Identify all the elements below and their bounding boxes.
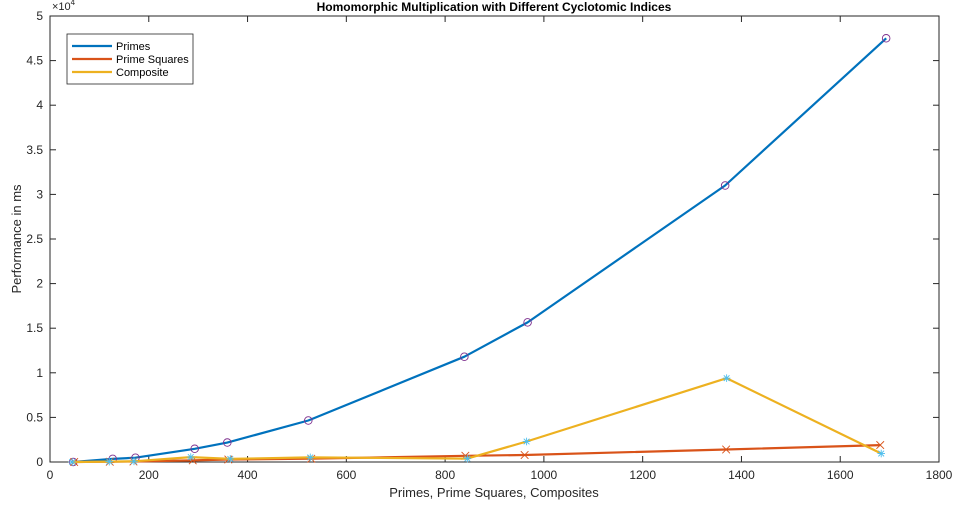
- x-tick-label: 400: [238, 468, 258, 482]
- x-tick-label: 1000: [531, 468, 558, 482]
- x-tick-label: 1800: [926, 468, 953, 482]
- y-tick-label: 4.5: [26, 54, 43, 68]
- y-exponent-base: ×10: [52, 1, 71, 13]
- x-marker: [722, 445, 731, 454]
- y-exponent: ×104: [52, 0, 76, 13]
- series-layer: [68, 34, 891, 467]
- star-marker: [877, 449, 886, 458]
- legend-label: Primes: [116, 41, 151, 53]
- x-tick-label: 1600: [827, 468, 854, 482]
- x-marker: [520, 450, 529, 460]
- star-marker: [463, 454, 472, 463]
- circle-marker: [190, 444, 199, 454]
- series-line: [73, 37, 887, 464]
- x-tick-label: 600: [336, 468, 356, 482]
- x-tick-label: 1200: [629, 468, 656, 482]
- x-axis: 0 200 400 600 800 1000 1200 1400 1600 1800: [47, 16, 953, 482]
- y-tick-label: 4: [36, 98, 43, 112]
- y-tick-label: 3.5: [26, 143, 43, 157]
- y-tick-label: 0.5: [26, 410, 43, 424]
- star-marker: [226, 455, 235, 463]
- star-marker: [68, 458, 77, 466]
- star-marker: [722, 374, 731, 382]
- circle-marker: [304, 416, 313, 425]
- star-marker: [186, 453, 195, 461]
- x-tick-label: 0: [47, 468, 54, 482]
- legend-label: Composite: [116, 67, 169, 79]
- y-tick-label: 1: [36, 366, 43, 380]
- y-axis-label: Performance in ms: [9, 184, 24, 294]
- x-marker: [876, 440, 885, 450]
- x-axis-label: Primes, Prime Squares, Composites: [389, 485, 599, 500]
- circle-marker: [223, 438, 232, 447]
- circle-marker: [881, 34, 891, 43]
- circle-marker: [720, 181, 730, 190]
- star-marker: [306, 453, 315, 462]
- x-tick-label: 1400: [728, 468, 755, 482]
- legend-label: Prime Squares: [116, 54, 189, 66]
- y-axis: 0 0.5 1 1.5 2 2.5 3 3.5 4 4.5 5: [26, 9, 939, 469]
- series-line: [72, 377, 882, 464]
- circle-marker: [523, 318, 532, 327]
- star-marker: [105, 457, 114, 466]
- y-tick-label: 0: [36, 455, 43, 469]
- y-tick-label: 1.5: [26, 321, 43, 335]
- chart-title: Homomorphic Multiplication with Differen…: [317, 0, 672, 14]
- y-exponent-power: 4: [71, 0, 76, 7]
- star-marker: [130, 457, 138, 466]
- series-composite: [68, 374, 886, 466]
- x-tick-label: 200: [139, 468, 159, 482]
- y-tick-label: 3: [36, 187, 43, 201]
- plot-area: [49, 15, 940, 463]
- star-marker: [522, 437, 531, 446]
- y-tick-label: 2.5: [26, 232, 43, 246]
- circle-marker: [460, 352, 469, 361]
- y-tick-label: 5: [36, 9, 43, 23]
- y-tick-label: 2: [36, 277, 43, 291]
- x-tick-label: 800: [435, 468, 455, 482]
